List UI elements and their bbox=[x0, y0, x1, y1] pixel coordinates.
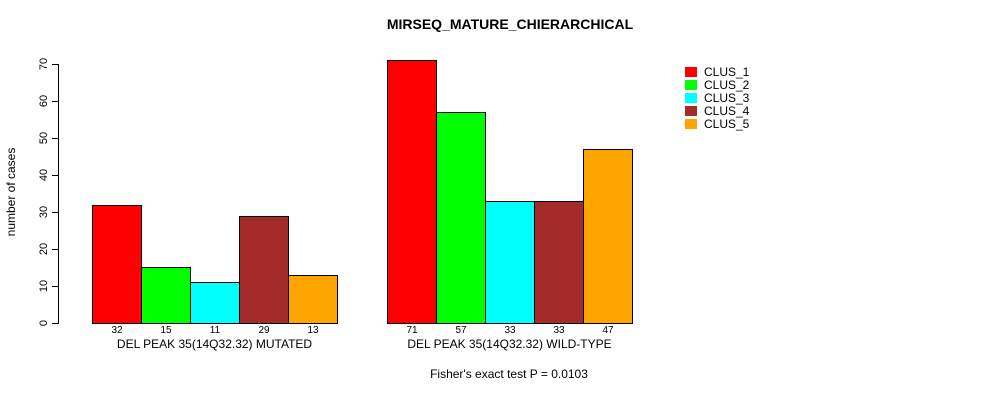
legend-item: CLUS_4 bbox=[685, 104, 750, 118]
y-tick-label: 50 bbox=[38, 131, 50, 145]
legend-swatch-CLUS_1 bbox=[685, 67, 697, 77]
legend-swatch-CLUS_2 bbox=[685, 80, 697, 90]
category-label: DEL PEAK 35(14Q32.32) WILD-TYPE bbox=[407, 337, 612, 351]
legend-label: CLUS_4 bbox=[704, 104, 750, 118]
bar-CLUS_5 bbox=[583, 149, 633, 324]
y-tick-label: 70 bbox=[38, 57, 50, 71]
bar-value-label: 13 bbox=[307, 325, 319, 336]
bar-value-label: 15 bbox=[160, 325, 172, 336]
y-tick-mark bbox=[52, 249, 58, 250]
legend-swatch-CLUS_3 bbox=[685, 93, 697, 103]
bar-value-label: 11 bbox=[209, 325, 221, 336]
bar-CLUS_1 bbox=[387, 60, 437, 324]
bar-value-label: 57 bbox=[455, 325, 467, 336]
legend-item: CLUS_2 bbox=[685, 78, 750, 92]
y-tick-mark bbox=[52, 138, 58, 139]
y-tick-label: 40 bbox=[38, 168, 50, 182]
y-tick-mark bbox=[52, 323, 58, 324]
y-tick-mark bbox=[52, 212, 58, 213]
legend-label: CLUS_2 bbox=[704, 78, 750, 92]
bar-CLUS_4 bbox=[534, 201, 584, 324]
annotation-text: Fisher's exact test P = 0.0103 bbox=[430, 367, 588, 381]
bar-value-label: 33 bbox=[553, 325, 565, 336]
bar-value-label: 47 bbox=[602, 325, 614, 336]
y-tick-mark bbox=[52, 175, 58, 176]
bar-CLUS_5 bbox=[288, 275, 338, 324]
y-tick-mark bbox=[52, 286, 58, 287]
bar-CLUS_1 bbox=[92, 205, 142, 324]
y-tick-mark bbox=[52, 101, 58, 102]
bar-CLUS_4 bbox=[239, 216, 289, 324]
legend-swatch-CLUS_5 bbox=[685, 119, 697, 129]
category-label: DEL PEAK 35(14Q32.32) MUTATED bbox=[116, 337, 313, 351]
legend-swatch-CLUS_4 bbox=[685, 106, 697, 116]
y-tick-label: 30 bbox=[38, 205, 50, 219]
y-axis-label: number of cases bbox=[4, 147, 18, 237]
bar-CLUS_3 bbox=[485, 201, 535, 324]
bar-value-label: 32 bbox=[111, 325, 123, 336]
bar-value-label: 71 bbox=[406, 325, 418, 336]
y-axis-line bbox=[58, 64, 59, 324]
bar-CLUS_3 bbox=[190, 282, 240, 324]
bar-value-label: 33 bbox=[504, 325, 516, 336]
y-tick-label: 10 bbox=[38, 279, 50, 293]
y-tick-label: 20 bbox=[38, 242, 50, 256]
y-tick-label: 60 bbox=[38, 94, 50, 108]
legend: CLUS_1 CLUS_2 CLUS_3 CLUS_4 CLUS_5 bbox=[685, 65, 750, 132]
y-tick-mark bbox=[52, 64, 58, 65]
bar-CLUS_2 bbox=[141, 267, 191, 324]
bar-CLUS_2 bbox=[436, 112, 486, 324]
legend-item: CLUS_5 bbox=[685, 117, 750, 131]
legend-item: CLUS_3 bbox=[685, 91, 750, 105]
legend-item: CLUS_1 bbox=[685, 65, 750, 79]
legend-label: CLUS_1 bbox=[704, 65, 750, 79]
bar-value-label: 29 bbox=[258, 325, 270, 336]
legend-label: CLUS_3 bbox=[704, 91, 750, 105]
legend-label: CLUS_5 bbox=[704, 117, 750, 131]
chart-title: MIRSEQ_MATURE_CHIERARCHICAL bbox=[386, 16, 634, 32]
y-tick-label: 0 bbox=[38, 319, 50, 327]
